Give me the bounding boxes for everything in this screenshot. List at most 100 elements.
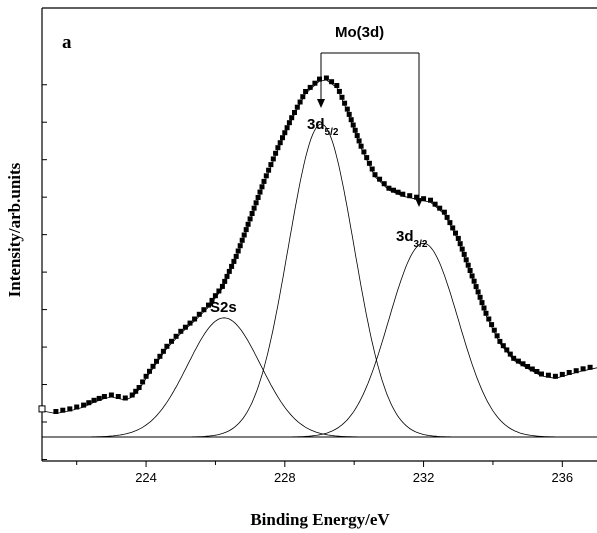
data-point <box>339 94 345 100</box>
data-point <box>133 388 139 394</box>
data-point <box>552 373 558 379</box>
y-axis-title: Intensity/arb.units <box>5 162 24 297</box>
data-point <box>192 316 198 322</box>
data-point <box>587 364 593 370</box>
data-point <box>140 379 146 385</box>
data-point <box>432 201 438 207</box>
data-point <box>457 241 463 247</box>
data-point <box>209 297 215 303</box>
data-point <box>286 120 292 126</box>
data-point <box>237 243 243 249</box>
arrow-right-head <box>415 198 423 207</box>
data-point <box>268 162 274 168</box>
data-point <box>245 221 251 227</box>
data-point <box>129 392 135 398</box>
data-point <box>115 394 121 399</box>
data-point <box>465 262 471 268</box>
data-point <box>277 140 283 146</box>
data-point <box>539 371 544 377</box>
data-point <box>450 225 456 231</box>
data-point <box>164 343 170 349</box>
data-point <box>444 214 450 220</box>
data-point <box>212 293 218 299</box>
data-point <box>91 397 97 403</box>
data-point <box>275 145 281 151</box>
y-ticks <box>42 84 47 460</box>
data-point <box>507 351 513 357</box>
data-point <box>255 195 261 200</box>
data-point <box>241 232 247 238</box>
data-point <box>477 294 483 300</box>
s2s-label: S2s <box>210 299 237 316</box>
data-point <box>481 305 487 311</box>
data-markers <box>38 75 593 414</box>
data-point <box>154 358 159 364</box>
data-point <box>222 278 228 284</box>
data-point <box>455 235 461 241</box>
data-point <box>74 404 80 410</box>
x-tick-label: 228 <box>274 470 296 485</box>
data-point <box>60 407 66 413</box>
data-point <box>263 173 269 179</box>
data-point <box>428 197 433 203</box>
peak-3d32-label: 3d3/2 <box>396 228 428 250</box>
mo3d-label: Mo(3d) <box>335 24 384 41</box>
x-axis-title: Binding Energy/eV <box>250 510 390 529</box>
data-point <box>101 394 107 399</box>
mo3d-bracket <box>317 52 423 207</box>
data-point <box>122 395 128 401</box>
data-point <box>216 288 222 294</box>
data-point <box>486 316 492 322</box>
data-point <box>224 273 230 279</box>
data-point <box>187 320 193 326</box>
data-point <box>483 310 489 316</box>
data-point <box>143 373 149 379</box>
data-point <box>350 122 356 128</box>
data-point <box>251 205 257 211</box>
data-point <box>280 135 285 141</box>
data-point <box>453 230 458 236</box>
data-point <box>489 322 495 328</box>
data-point <box>511 355 517 361</box>
data-point <box>463 257 469 263</box>
data-point <box>407 193 413 199</box>
fit-curve-3d32 <box>42 242 597 438</box>
data-point <box>348 117 354 123</box>
data-point <box>201 307 207 313</box>
data-point <box>96 395 102 401</box>
data-point <box>329 79 335 85</box>
data-point <box>297 99 303 105</box>
data-point <box>573 368 579 374</box>
fit-curves <box>41 79 597 438</box>
data-point <box>352 127 358 133</box>
data-point <box>81 402 87 408</box>
data-point <box>243 227 249 233</box>
data-point <box>157 353 163 359</box>
data-point <box>334 83 340 88</box>
data-point <box>500 343 506 349</box>
data-point <box>259 184 265 190</box>
data-point <box>559 371 565 377</box>
data-point <box>525 364 531 369</box>
data-point <box>147 368 152 374</box>
data-point <box>391 187 396 193</box>
data-point <box>53 409 59 414</box>
data-point <box>473 284 479 290</box>
data-point <box>354 133 360 139</box>
data-point <box>386 185 392 191</box>
data-point <box>284 125 290 131</box>
data-point <box>150 363 156 369</box>
data-point <box>261 178 267 184</box>
data-point <box>196 311 202 317</box>
data-point <box>358 143 364 149</box>
data-point <box>173 333 179 339</box>
data-point <box>461 251 467 257</box>
data-point <box>377 176 383 182</box>
data-point <box>233 253 239 259</box>
data-point <box>400 191 406 197</box>
data-point <box>497 338 503 344</box>
data-point <box>257 189 263 195</box>
data-point <box>447 220 453 226</box>
data-point <box>282 130 288 136</box>
data-point <box>239 237 245 243</box>
